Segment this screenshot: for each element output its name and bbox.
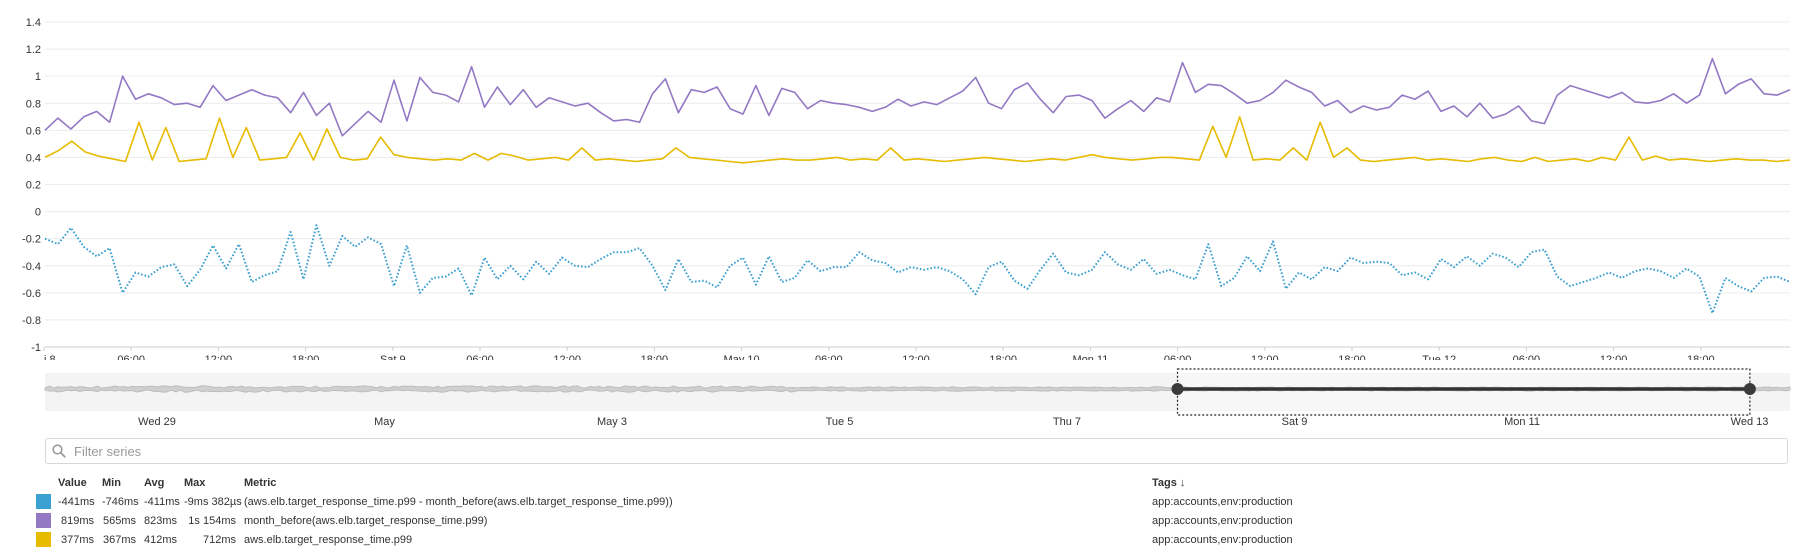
x-tick-label: 12:00 (1251, 354, 1279, 360)
series-lines (44, 57, 1791, 315)
legend-value: 819ms (60, 514, 94, 527)
y-tick-label: -1 (31, 342, 41, 354)
legend-header-value[interactable]: Value (58, 477, 87, 489)
x-tick-label: May 10 (724, 354, 760, 360)
legend-header-min[interactable]: Min (102, 477, 121, 489)
x-tick-label: 06:00 (466, 354, 494, 360)
legend-avg: 823ms (144, 514, 178, 527)
y-tick-label: 1 (35, 71, 41, 83)
selection-handle[interactable] (1743, 383, 1756, 395)
series-color-swatch (36, 532, 51, 547)
x-tick-label: Tue 12 (1422, 354, 1456, 360)
navigator-tick-label: Wed 29 (138, 416, 176, 428)
x-tick-label: 06:00 (815, 354, 843, 360)
x-tick-label: 12:00 (902, 354, 930, 360)
legend-tags: app:accounts,env:production (1152, 514, 1293, 527)
legend-row[interactable]: 819ms 565ms 823ms 1s 154ms month_before(… (32, 511, 1792, 530)
legend-metric: month_before(aws.elb.target_response_tim… (244, 514, 488, 527)
navigator-track (45, 373, 1790, 411)
filter-series-input[interactable] (72, 442, 1756, 460)
legend-avg: -411ms (144, 495, 180, 508)
navigator-tick-label: May 3 (597, 416, 627, 428)
time-navigator[interactable]: Wed 29 May May 3 Tue 5 Thu 7 Sat 9 Mon 11 Wed 1… (0, 360, 1800, 432)
search-icon (46, 439, 72, 463)
y-tick-label: -0.8 (22, 315, 41, 327)
navigator-tick-label: Tue 5 (826, 416, 854, 428)
legend-header-avg[interactable]: Avg (144, 477, 165, 489)
y-tick-label: -0.4 (22, 261, 41, 273)
navigator-tick-label: Thu 7 (1053, 416, 1081, 428)
navigator-tick-label: Wed 13 (1731, 416, 1769, 428)
legend-tags: app:accounts,env:production (1152, 533, 1293, 546)
legend-header-row: Value Min Avg Max Metric Tags ↓ (32, 474, 1792, 492)
series-line (44, 57, 1791, 137)
legend-metric: (aws.elb.target_response_time.p99 - mont… (244, 495, 673, 508)
x-axis: i 8 06:00 12:00 18:00 Sat 9 06:00 12:00 18:00 Ma… (43, 347, 1715, 360)
y-tick-label: -0.6 (22, 288, 41, 300)
y-tick-label: 0.8 (26, 98, 41, 110)
legend-row[interactable]: -441ms -746ms -411ms -9ms 382µs (aws.elb… (32, 492, 1792, 511)
navigator-x-axis: Wed 29 May May 3 Tue 5 Thu 7 Sat 9 Mon 11 Wed 1… (138, 416, 1768, 428)
selection-handle[interactable] (1171, 383, 1184, 395)
legend-header-max[interactable]: Max (184, 477, 206, 489)
series-legend-table: Value Min Avg Max Metric Tags ↓ -441ms -… (32, 474, 1792, 549)
legend-min: 565ms (102, 514, 136, 527)
legend-avg: 412ms (144, 533, 178, 546)
legend-max: 712ms (202, 533, 236, 546)
legend-tags: app:accounts,env:production (1152, 495, 1293, 508)
legend-max: -9ms 382µs (184, 495, 242, 508)
x-tick-label: 18:00 (292, 354, 320, 360)
legend-metric: aws.elb.target_response_time.p99 (244, 533, 413, 546)
navigator-tick-label: Mon 11 (1504, 416, 1540, 428)
x-tick-label: 06:00 (1164, 354, 1192, 360)
legend-row[interactable]: 377ms 367ms 412ms 712ms aws.elb.target_r… (32, 530, 1792, 549)
legend-value: -441ms (58, 495, 95, 508)
x-tick-label: 12:00 (553, 354, 581, 360)
series-color-swatch (36, 494, 51, 509)
legend-value: 377ms (60, 533, 94, 546)
series-line (44, 116, 1791, 164)
series-color-swatch (36, 513, 51, 528)
y-tick-label: 0.6 (26, 125, 41, 137)
navigator-selection[interactable] (1171, 368, 1756, 416)
navigator-tick-label: May (374, 416, 395, 428)
y-tick-label: 1.4 (26, 17, 41, 29)
y-tick-label: -0.2 (22, 234, 41, 246)
selection-window[interactable] (1176, 368, 1751, 416)
y-tick-label: 1.2 (26, 44, 41, 56)
legend-swatch-header (32, 474, 54, 492)
x-tick-label: Sat 9 (380, 354, 406, 360)
legend-header-tags[interactable]: Tags ↓ (1152, 477, 1186, 489)
y-tick-label: 0.2 (26, 180, 41, 192)
x-tick-label: 12:00 (1600, 354, 1628, 360)
legend-max: 1s 154ms (188, 514, 236, 527)
x-tick-label: Mon 11 (1072, 354, 1108, 360)
x-tick-label: 06:00 (117, 354, 145, 360)
navigator-tick-label: Sat 9 (1282, 416, 1308, 428)
x-tick-label: i 8 (44, 354, 56, 360)
y-tick-label: 0 (35, 207, 41, 219)
series-line (44, 224, 1791, 315)
filter-series-box[interactable] (45, 438, 1788, 464)
x-tick-label: 18:00 (1338, 354, 1366, 360)
navigator-sparkline (44, 385, 1791, 393)
x-tick-label: 06:00 (1513, 354, 1541, 360)
legend-min: 367ms (102, 533, 136, 546)
x-tick-label: 18:00 (1687, 354, 1715, 360)
legend-min: -746ms (102, 495, 139, 508)
x-tick-label: 18:00 (641, 354, 669, 360)
x-tick-label: 12:00 (205, 354, 233, 360)
x-tick-label: 18:00 (989, 354, 1017, 360)
timeseries-chart[interactable]: 1.4 1.2 1 0.8 0.6 0.4 0.2 0 -0.2 -0.4 -0.6 -0.8 -1 i… (0, 0, 1800, 360)
legend-header-metric[interactable]: Metric (244, 477, 277, 489)
y-tick-label: 0.4 (26, 152, 41, 164)
y-axis: 1.4 1.2 1 0.8 0.6 0.4 0.2 0 -0.2 -0.4 -0.6 -0.8 -1 (22, 17, 1790, 354)
